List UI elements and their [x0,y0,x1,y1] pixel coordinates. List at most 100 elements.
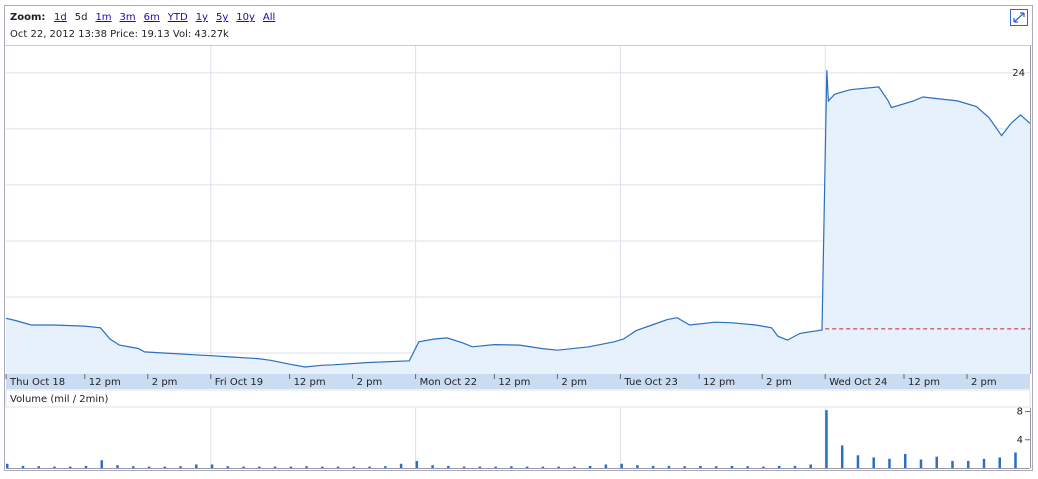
zoom-option[interactable]: YTD [167,12,188,23]
volume-bar [415,460,419,468]
volume-bar [352,466,356,468]
volume-bar [730,465,734,468]
zoom-label: Zoom: [10,12,45,23]
zoom-option[interactable]: 5y [216,12,228,23]
volume-bar [289,466,293,468]
volume-bar [321,466,324,468]
volume-bar [525,466,529,468]
volume-bar [258,466,261,468]
volume-bar [447,465,450,468]
volume-bar [541,466,545,468]
price-line [5,70,1031,368]
x-tick-label: 2 pm [561,377,587,388]
x-tick-label: 2 pm [971,377,997,388]
volume-bar [37,466,41,468]
price-area [6,70,1030,374]
volume-bar [620,463,623,468]
x-tick-label: Fri Oct 19 [215,377,263,388]
volume-bar [998,457,1001,468]
volume-bar [935,456,938,468]
volume-bar [888,458,891,468]
volume-bar [116,465,119,468]
volume-bar [982,458,986,468]
volume-bar [478,466,482,468]
volume-bar [966,460,970,468]
volume-bar [273,466,277,468]
volume-bar [651,465,655,468]
x-tick-label: Thu Oct 18 [9,377,65,388]
x-tick-label: 12 pm [294,377,326,388]
volume-bar [242,466,245,468]
volume-bar [399,463,403,468]
volume-bar [667,465,671,468]
volume-bar [699,465,702,468]
volume-bar [809,464,812,468]
zoom-option[interactable]: 6m [144,12,160,23]
x-tick-label: 2 pm [357,377,383,388]
x-tick-label: Wed Oct 24 [829,377,887,388]
zoom-option[interactable]: 1m [95,12,111,23]
volume-bar [132,466,135,468]
volume-bar [840,445,844,468]
volume-bar [872,457,875,468]
x-tick-label: 12 pm [703,377,735,388]
x-tick-label: Mon Oct 22 [420,377,477,388]
volume-bar [903,453,907,468]
volume-bar [777,465,781,468]
x-tick-label: 12 pm [89,377,121,388]
volume-bar [368,466,371,468]
volume-bar [951,460,954,468]
volume-bar [163,466,167,468]
volume-bar [793,465,797,468]
y-axis-label: Volume (mil / 2min) [10,394,109,405]
volume-bar [746,466,749,468]
volume-label-band [5,389,1031,408]
y-tick-label: 4 [1017,435,1023,446]
volume-bar [336,466,340,468]
zoom-option[interactable]: 1d [54,12,67,23]
volume-bar [1014,452,1017,468]
volume-bar [21,465,25,468]
volume-bar [384,466,387,468]
volume-bar [210,464,214,468]
volume-bar [226,466,230,468]
volume-bar [762,466,765,468]
y-tick-label: 8 [1017,407,1023,418]
x-tick-label: Tue Oct 23 [623,377,677,388]
volume-bar [100,460,104,468]
x-tick-label: 2 pm [152,377,178,388]
zoom-option[interactable]: 3m [120,12,136,23]
volume-bar [856,455,860,468]
volume-bar [510,466,513,468]
volume-bar [604,464,608,468]
volume-bar [6,463,9,468]
volume-bar [431,465,434,468]
volume-bar [557,466,560,468]
volume-bar [195,464,198,468]
volume-bar [919,459,923,468]
zoom-option: 5d [75,12,88,23]
volume-bar [179,466,182,468]
y-tick-label: 24 [1012,68,1025,79]
volume-bar [588,465,592,468]
x-tick-label: 12 pm [498,377,530,388]
volume-bar [462,466,466,468]
zoom-option[interactable]: All [263,12,275,23]
volume-bar [53,466,56,468]
info-line: Oct 22, 2012 13:38 Price: 19.13 Vol: 43.… [10,29,229,40]
volume-bar [714,466,718,468]
volume-bar [494,466,497,468]
volume-bar [825,410,828,468]
x-tick-label: 12 pm [908,377,940,388]
volume-bar [84,465,88,468]
volume-bar [305,466,308,468]
zoom-option[interactable]: 10y [236,12,255,23]
volume-bar [147,466,151,468]
volume-bar [69,466,72,468]
x-tick-label: 2 pm [766,377,792,388]
zoom-option[interactable]: 1y [196,12,208,23]
expand-button[interactable] [1010,9,1028,26]
volume-bar [636,465,639,468]
volume-bar [683,466,686,468]
